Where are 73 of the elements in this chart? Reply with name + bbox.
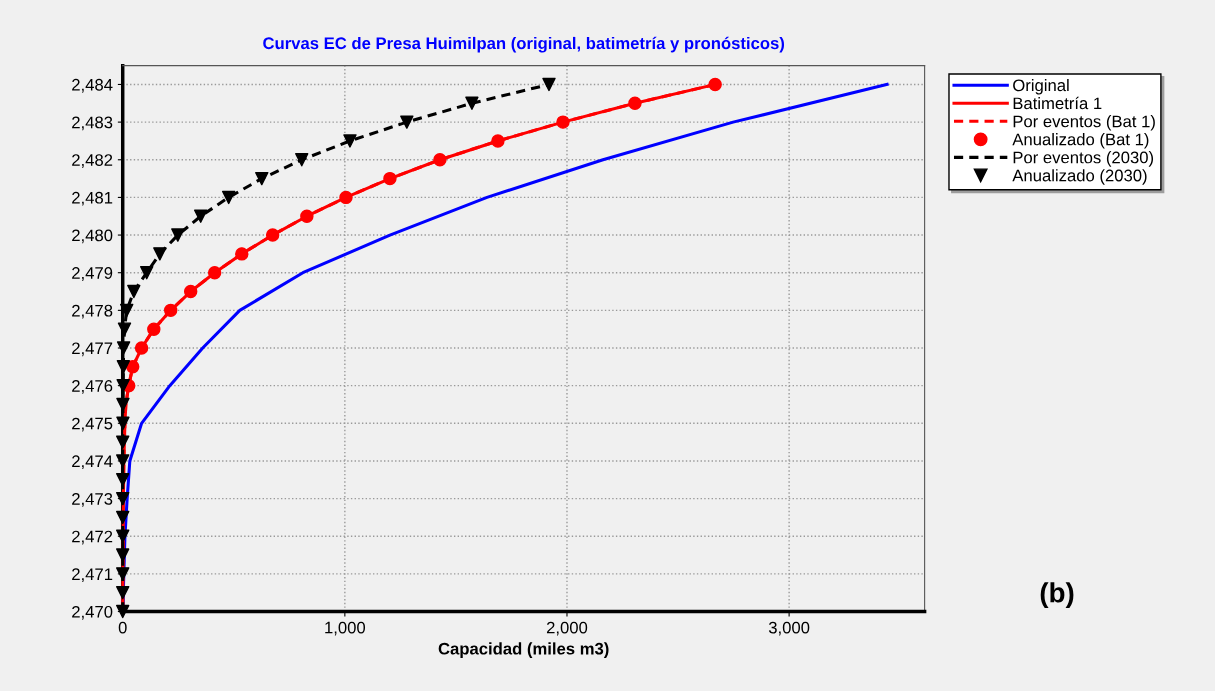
point bbox=[383, 171, 397, 186]
point bbox=[433, 153, 447, 167]
point bbox=[542, 77, 556, 92]
point bbox=[116, 586, 130, 600]
point bbox=[116, 548, 130, 562]
point bbox=[171, 228, 185, 242]
point bbox=[116, 567, 130, 581]
point bbox=[116, 360, 131, 374]
point bbox=[207, 265, 222, 280]
point bbox=[116, 473, 130, 487]
legend-label: Batimetría 1 bbox=[1013, 96, 1102, 110]
point bbox=[120, 303, 134, 318]
y-tick-label: 2,476 bbox=[72, 380, 113, 394]
x-tick-label: 2,000 bbox=[546, 621, 588, 636]
point bbox=[116, 491, 130, 506]
point bbox=[556, 115, 570, 129]
point bbox=[116, 378, 130, 393]
legend-label: Anualizado (Bat 1) bbox=[1012, 133, 1149, 149]
point bbox=[134, 341, 149, 355]
point bbox=[183, 284, 198, 299]
legend-label: Por eventos (2030) bbox=[1013, 151, 1154, 167]
y-tick-label: 2,484 bbox=[72, 78, 113, 93]
point bbox=[193, 209, 208, 223]
text: (b) bbox=[1040, 582, 1074, 609]
point bbox=[127, 284, 141, 299]
point bbox=[491, 134, 505, 148]
y-tick-label: 2,481 bbox=[72, 191, 113, 206]
x-tick-label: 0 bbox=[118, 621, 127, 634]
point bbox=[400, 115, 414, 129]
point bbox=[147, 322, 161, 336]
point bbox=[265, 228, 280, 242]
y-tick-label: 2,475 bbox=[72, 417, 113, 432]
y-tick-label: 2,480 bbox=[72, 229, 113, 244]
point bbox=[628, 96, 642, 111]
legend-label: Original bbox=[1013, 78, 1069, 95]
point bbox=[465, 96, 479, 111]
point bbox=[116, 454, 130, 468]
point bbox=[116, 529, 130, 543]
y-tick-label: 2,472 bbox=[72, 530, 113, 545]
y-tick-label: 2,482 bbox=[72, 154, 113, 168]
y-tick-label: 2,470 bbox=[72, 605, 113, 620]
point bbox=[153, 247, 167, 261]
x-tick-label: 3,000 bbox=[768, 621, 810, 636]
point bbox=[255, 171, 269, 186]
point bbox=[116, 435, 130, 449]
point bbox=[116, 416, 130, 431]
y-tick-label: 2,479 bbox=[72, 267, 113, 281]
legend-label: Anualizado (2030) bbox=[1012, 169, 1147, 185]
y-tick-label: 2,474 bbox=[72, 455, 113, 470]
point bbox=[139, 265, 154, 280]
point bbox=[163, 303, 178, 318]
x-tick-label: 1,000 bbox=[325, 621, 366, 636]
point bbox=[343, 134, 357, 148]
point bbox=[295, 153, 309, 167]
point bbox=[221, 190, 236, 205]
point bbox=[116, 397, 130, 412]
point bbox=[116, 604, 130, 619]
y-tick-label: 2,473 bbox=[72, 492, 113, 507]
y-tick-label: 2,477 bbox=[72, 342, 113, 357]
y-tick-label: 2,478 bbox=[72, 304, 113, 319]
x-axis-title: Capacidad (miles m3) bbox=[438, 642, 609, 658]
y-tick-label: 2,471 bbox=[72, 568, 113, 583]
point bbox=[708, 77, 722, 92]
point bbox=[235, 247, 249, 261]
chart-title: Curvas EC de Presa Huimilpan (original, batimetría y pronósticos) bbox=[263, 36, 785, 53]
point bbox=[126, 360, 140, 374]
point bbox=[300, 209, 314, 223]
point bbox=[339, 190, 353, 205]
point bbox=[116, 510, 130, 525]
point bbox=[117, 322, 132, 336]
legend-label: Por eventos (Bat 1) bbox=[1013, 115, 1155, 131]
y-tick-label: 2,483 bbox=[72, 116, 113, 131]
point bbox=[116, 341, 131, 355]
